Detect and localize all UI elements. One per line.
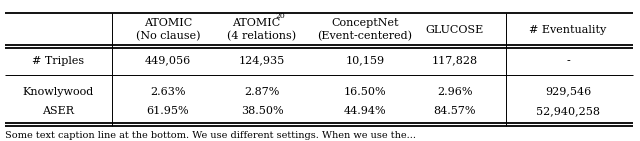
Text: 10,159: 10,159 — [346, 56, 385, 66]
Text: ATOMIC: ATOMIC — [232, 18, 280, 28]
Text: # Triples: # Triples — [32, 56, 84, 66]
Text: 2.96%: 2.96% — [437, 87, 473, 97]
Text: ASER: ASER — [42, 106, 74, 116]
Text: 2.87%: 2.87% — [244, 87, 280, 97]
Text: 38.50%: 38.50% — [241, 106, 284, 116]
Text: 929,546: 929,546 — [545, 87, 591, 97]
Text: 20: 20 — [275, 12, 285, 19]
Text: 2.63%: 2.63% — [150, 87, 186, 97]
Text: ConceptNet: ConceptNet — [332, 18, 399, 28]
Text: -: - — [566, 56, 570, 66]
Text: 117,828: 117,828 — [432, 56, 478, 66]
Text: 52,940,258: 52,940,258 — [536, 106, 600, 116]
Text: (No clause): (No clause) — [136, 31, 200, 41]
Text: 16.50%: 16.50% — [344, 87, 387, 97]
Text: 449,056: 449,056 — [145, 56, 191, 66]
Text: (Event-centered): (Event-centered) — [317, 31, 413, 41]
Text: Knowlywood: Knowlywood — [22, 87, 93, 97]
Text: GLUCOSE: GLUCOSE — [426, 25, 484, 35]
Text: 61.95%: 61.95% — [147, 106, 189, 116]
Text: 44.94%: 44.94% — [344, 106, 387, 116]
Text: ATOMIC: ATOMIC — [144, 18, 192, 28]
Text: (4 relations): (4 relations) — [227, 31, 296, 41]
Text: Some text caption line at the bottom. We use different settings. When we use the: Some text caption line at the bottom. We… — [5, 131, 416, 140]
Text: 124,935: 124,935 — [239, 56, 285, 66]
Text: # Eventuality: # Eventuality — [529, 25, 607, 35]
Text: 84.57%: 84.57% — [434, 106, 476, 116]
